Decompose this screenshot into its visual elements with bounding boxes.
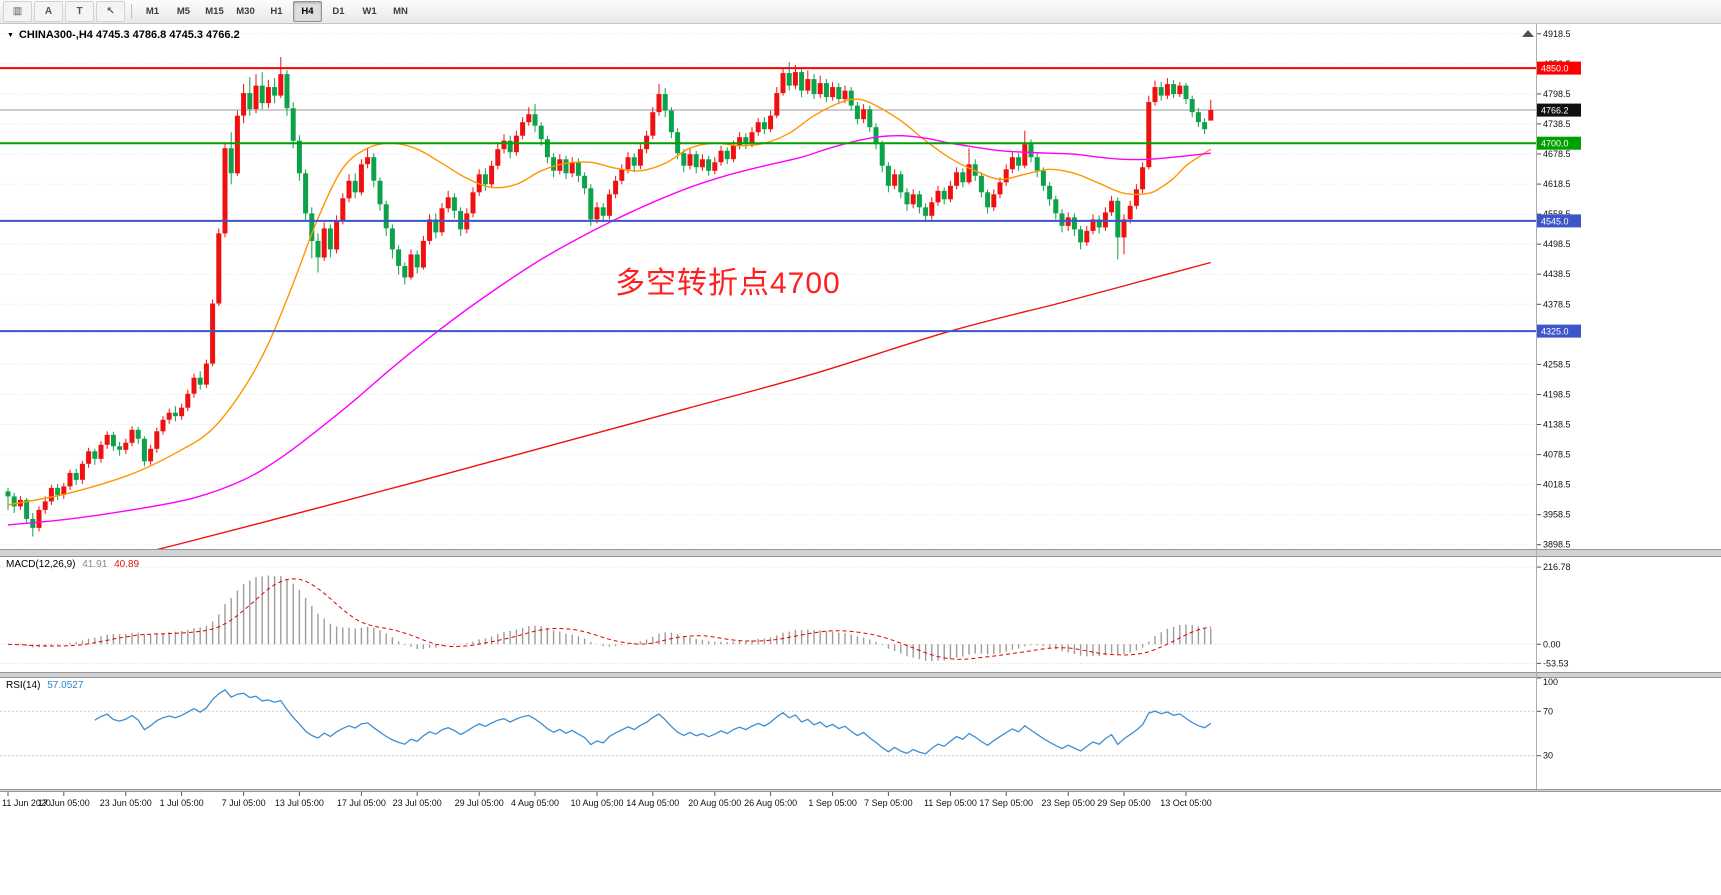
svg-text:4 Aug 05:00: 4 Aug 05:00 (511, 798, 559, 808)
price-badge-4766.2: 4766.2 (1537, 103, 1581, 117)
svg-text:4378.5: 4378.5 (1543, 299, 1571, 309)
svg-text:7 Sep 05:00: 7 Sep 05:00 (864, 798, 913, 808)
svg-text:4618.5: 4618.5 (1543, 179, 1571, 189)
timeframe-button-w1[interactable]: W1 (362, 6, 377, 17)
timeframe-button-m15[interactable]: M15 (205, 6, 224, 17)
svg-text:216.78: 216.78 (1543, 562, 1571, 572)
timeframe-group: M1 M5 M15 M30 H1 H4 D1 W1 MN (138, 1, 415, 22)
svg-text:4498.5: 4498.5 (1543, 239, 1571, 249)
svg-text:13 Jul 05:00: 13 Jul 05:00 (275, 798, 324, 808)
candles (5, 57, 1214, 537)
ma-mid-magenta-line (7, 134, 1211, 526)
text-tool-icon[interactable]: T (65, 1, 94, 22)
svg-text:17 Jul 05:00: 17 Jul 05:00 (337, 798, 386, 808)
macd-histogram (13, 575, 1212, 662)
svg-text:4798.5: 4798.5 (1543, 89, 1571, 99)
cursor-tool-icon[interactable]: ↖ (96, 1, 125, 22)
ma-slow-red-line (156, 261, 1211, 549)
svg-text:100: 100 (1543, 677, 1558, 687)
toolbar-separator (131, 4, 132, 19)
svg-text:11 Jun 2020: 11 Jun 2020 (2, 798, 51, 808)
svg-text:17 Sep 05:00: 17 Sep 05:00 (979, 798, 1033, 808)
rsi-panel: 100 70 30 (0, 677, 1558, 761)
svg-text:3898.5: 3898.5 (1543, 540, 1571, 550)
svg-text:4678.5: 4678.5 (1543, 149, 1571, 159)
svg-text:17 Jun 05:00: 17 Jun 05:00 (38, 798, 90, 808)
svg-text:26 Aug 05:00: 26 Aug 05:00 (744, 798, 797, 808)
ma-fast-orange-line (7, 98, 1212, 506)
toolbar: ▥ A T ↖ M1 M5 M15 M30 H1 H4 D1 W1 MN (0, 0, 1721, 24)
chart-annotation-text[interactable]: 多空转折点4700 (615, 267, 841, 300)
macd-signal-value: 40.89 (114, 559, 140, 570)
svg-text:4700.0: 4700.0 (1541, 139, 1569, 149)
svg-text:1 Jul 05:00: 1 Jul 05:00 (160, 798, 204, 808)
timeframe-button-m30[interactable]: M30 (236, 6, 255, 17)
svg-text:10 Aug 05:00: 10 Aug 05:00 (570, 798, 623, 808)
timeframe-button-m1[interactable]: M1 (145, 6, 160, 17)
macd-panel: 216.78 0.00 -53.53 (0, 562, 1571, 668)
svg-text:14 Aug 05:00: 14 Aug 05:00 (626, 798, 679, 808)
timeframe-button-mn[interactable]: MN (393, 6, 408, 17)
svg-text:20 Aug 05:00: 20 Aug 05:00 (688, 798, 741, 808)
svg-text:4738.5: 4738.5 (1543, 119, 1571, 129)
svg-text:4918.5: 4918.5 (1543, 29, 1571, 39)
macd-signal-line (7, 578, 1211, 660)
toolbar-icon-group: ▥ A T ↖ (3, 1, 125, 22)
rsi-value: 57.0527 (47, 680, 84, 691)
chart-title: ▼ CHINA300-,H4 4745.3 4786.8 4745.3 4766… (7, 29, 240, 41)
timeframe-button-m5[interactable]: M5 (176, 6, 191, 17)
svg-text:4545.0: 4545.0 (1541, 216, 1569, 226)
timeframe-button-d1[interactable]: D1 (332, 6, 345, 17)
price-badge-4850.0: 4850.0 (1537, 61, 1581, 75)
svg-text:4138.5: 4138.5 (1543, 420, 1571, 430)
svg-text:30: 30 (1543, 751, 1553, 761)
price-badge-4325.0: 4325.0 (1537, 324, 1581, 338)
level-lines-fore (0, 67, 1536, 333)
svg-text:4325.0: 4325.0 (1541, 327, 1569, 337)
svg-text:11 Sep 05:00: 11 Sep 05:00 (924, 798, 977, 808)
price-badge-4545.0: 4545.0 (1537, 214, 1581, 228)
rsi-line (94, 688, 1212, 755)
svg-text:7 Jul 05:00: 7 Jul 05:00 (222, 798, 266, 808)
svg-text:3958.5: 3958.5 (1543, 510, 1571, 520)
svg-text:4850.0: 4850.0 (1541, 64, 1569, 74)
axis-scroll-marker-icon (1522, 30, 1534, 37)
svg-text:13 Oct 05:00: 13 Oct 05:00 (1160, 798, 1212, 808)
timeframe-button-h4[interactable]: H4 (293, 1, 322, 22)
svg-text:23 Sep 05:00: 23 Sep 05:00 (1041, 798, 1095, 808)
timeframe-button-h1[interactable]: H1 (270, 6, 283, 17)
svg-text:4258.5: 4258.5 (1543, 359, 1571, 369)
price-badge-4700.0: 4700.0 (1537, 136, 1581, 150)
svg-text:70: 70 (1543, 706, 1553, 716)
rsi-name: RSI(14) (6, 680, 41, 691)
rsi-indicator-label: RSI(14) 57.0527 (6, 680, 87, 691)
svg-text:4018.5: 4018.5 (1543, 480, 1571, 490)
macd-name: MACD(12,26,9) (6, 559, 76, 570)
svg-text:-53.53: -53.53 (1543, 658, 1569, 668)
price-grid: 4918.54858.54798.54738.54678.54618.54558… (0, 29, 1571, 550)
macd-indicator-label: MACD(12,26,9) 41.91 40.89 (6, 559, 143, 570)
chart-title-text: CHINA300-,H4 4745.3 4786.8 4745.3 4766.2 (18, 29, 240, 41)
svg-text:23 Jul 05:00: 23 Jul 05:00 (393, 798, 442, 808)
svg-text:1 Sep 05:00: 1 Sep 05:00 (808, 798, 857, 808)
svg-text:4438.5: 4438.5 (1543, 269, 1571, 279)
svg-text:4766.2: 4766.2 (1541, 106, 1569, 116)
svg-text:29 Sep 05:00: 29 Sep 05:00 (1097, 798, 1151, 808)
chart-grid-icon[interactable]: ▥ (3, 1, 32, 22)
chart-dropdown-icon[interactable]: ▼ (7, 31, 14, 39)
macd-main-value: 41.91 (82, 559, 108, 570)
svg-text:29 Jul 05:00: 29 Jul 05:00 (455, 798, 504, 808)
svg-text:23 Jun 05:00: 23 Jun 05:00 (100, 798, 152, 808)
auto-trading-a-icon[interactable]: A (34, 1, 63, 22)
svg-text:0.00: 0.00 (1543, 639, 1561, 649)
svg-text:4558.5: 4558.5 (1543, 209, 1571, 219)
svg-text:4078.5: 4078.5 (1543, 450, 1571, 460)
svg-text:4198.5: 4198.5 (1543, 390, 1571, 400)
